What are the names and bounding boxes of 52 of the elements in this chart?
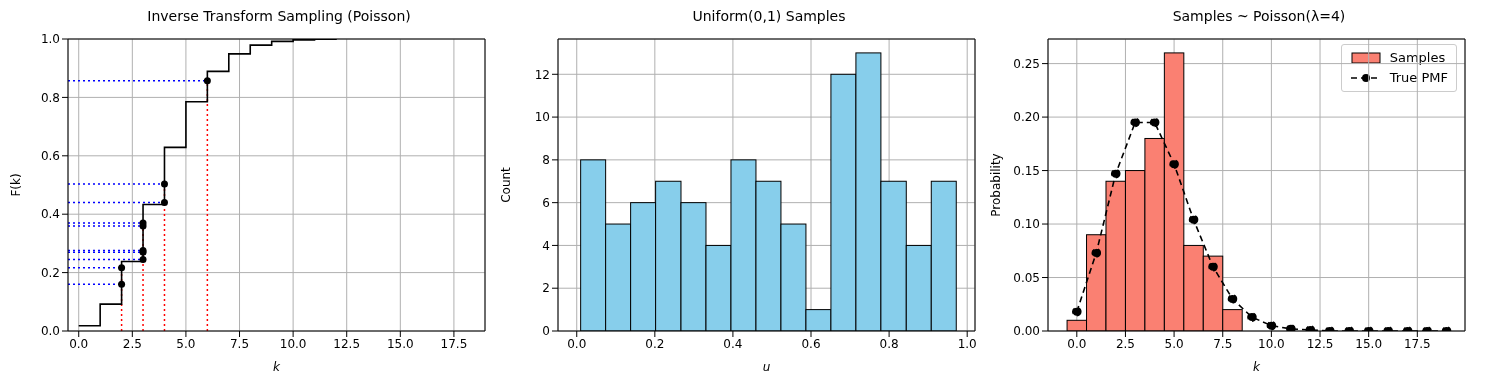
- y-axis-title: Count: [499, 166, 514, 203]
- x-tick-label: 2.5: [1115, 336, 1135, 351]
- x-tick-label: 0.4: [723, 336, 743, 351]
- y-tick-label: 0: [542, 324, 550, 339]
- y-axis-title: F(k): [9, 173, 24, 197]
- x-tick-label: 10.0: [279, 336, 307, 351]
- x-tick-label: 7.5: [1213, 336, 1233, 351]
- y-tick-label: 0.6: [40, 149, 60, 164]
- y-tick-label: 0.05: [1013, 270, 1040, 285]
- legend-label: True PMF: [1389, 69, 1448, 87]
- y-tick-label: 0.0: [40, 324, 60, 339]
- y-tick-label: 0.2: [40, 265, 60, 280]
- chart-title: Inverse Transform Sampling (Poisson): [146, 8, 412, 26]
- x-axis-title: k: [273, 360, 282, 374]
- y-tick-label: 10: [534, 110, 550, 125]
- y-tick-label: 0.25: [1013, 56, 1040, 71]
- y-tick-label: 1.0: [40, 32, 60, 47]
- y-tick-label: 8: [542, 153, 550, 168]
- x-axis-title: k: [1253, 360, 1262, 374]
- y-tick-label: 0.8: [40, 90, 60, 105]
- x-tick-label: 0.6: [801, 336, 821, 351]
- y-tick-label: 0.20: [1013, 110, 1040, 125]
- y-tick-label: 0.10: [1013, 217, 1040, 232]
- x-tick-label: 0.0: [567, 336, 587, 351]
- x-tick-label: 17.5: [1403, 336, 1431, 351]
- x-tick-label: 7.5: [229, 336, 250, 351]
- chart-title: Uniform(0,1) Samples: [691, 8, 847, 26]
- x-tick-label: 5.0: [1164, 336, 1184, 351]
- x-axis-title: u: [762, 360, 771, 374]
- y-tick-label: 12: [534, 67, 550, 82]
- x-tick-label: 12.5: [1306, 336, 1334, 351]
- y-tick-label: 0.4: [40, 207, 60, 222]
- x-tick-label: 5.0: [176, 336, 196, 351]
- x-tick-label: 0.0: [69, 336, 89, 351]
- x-tick-label: 1.0: [957, 336, 977, 351]
- chart-title: Samples ~ Poisson(λ=4): [1171, 8, 1347, 26]
- x-tick-label: 15.0: [386, 336, 414, 351]
- x-tick-label: 0.2: [645, 336, 665, 351]
- y-tick-label: 6: [542, 195, 550, 210]
- x-tick-label: 15.0: [1355, 336, 1383, 351]
- x-tick-label: 2.5: [122, 336, 142, 351]
- legend-label: Samples: [1389, 49, 1446, 67]
- x-tick-label: 10.0: [1258, 336, 1285, 351]
- x-tick-label: 0.0: [1067, 336, 1087, 351]
- y-axis-title: Probability: [989, 153, 1004, 217]
- y-tick-label: 0.00: [1013, 324, 1040, 339]
- x-tick-label: 0.8: [879, 336, 899, 351]
- y-tick-label: 0.15: [1013, 163, 1040, 178]
- x-tick-label: 17.5: [440, 336, 468, 351]
- y-tick-label: 4: [542, 238, 550, 253]
- y-tick-label: 2: [542, 281, 550, 296]
- x-tick-label: 12.5: [333, 336, 361, 351]
